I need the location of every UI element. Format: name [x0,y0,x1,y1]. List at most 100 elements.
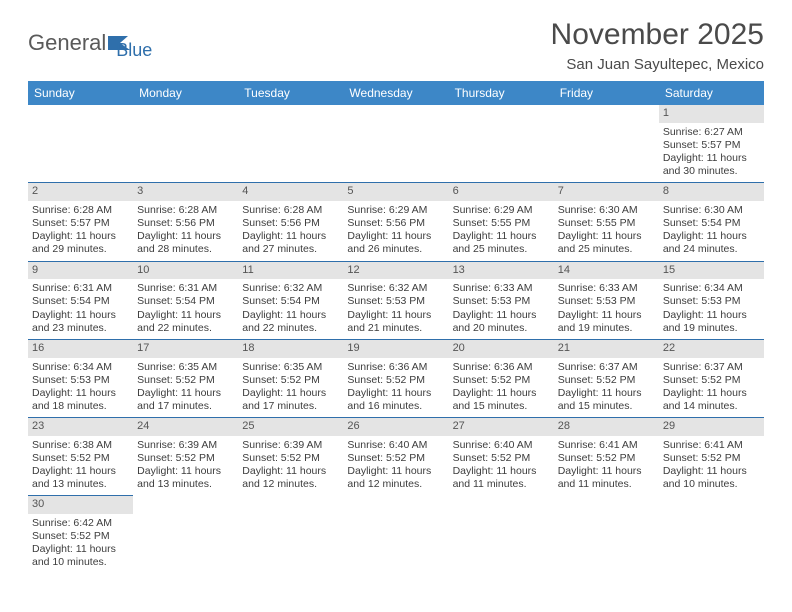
weekday-header: Tuesday [238,81,343,105]
day-sunrise: Sunrise: 6:30 AM [663,204,760,217]
day-day2: and 12 minutes. [347,478,444,491]
calendar-body: 1Sunrise: 6:27 AMSunset: 5:57 PMDaylight… [28,105,764,574]
day-info: Sunrise: 6:29 AMSunset: 5:56 PMDaylight:… [343,201,448,261]
day-number: 6 [449,182,554,201]
day-number: 18 [238,339,343,358]
day-day1: Daylight: 11 hours [347,309,444,322]
day-info: Sunrise: 6:42 AMSunset: 5:52 PMDaylight:… [28,514,133,574]
day-sunrise: Sunrise: 6:40 AM [453,439,550,452]
day-sunset: Sunset: 5:52 PM [453,374,550,387]
day-day2: and 21 minutes. [347,322,444,335]
day-sunrise: Sunrise: 6:32 AM [242,282,339,295]
calendar-cell: 19Sunrise: 6:36 AMSunset: 5:52 PMDayligh… [343,339,448,417]
day-day2: and 16 minutes. [347,400,444,413]
day-day2: and 11 minutes. [453,478,550,491]
day-day1: Daylight: 11 hours [558,387,655,400]
calendar-cell: 2Sunrise: 6:28 AMSunset: 5:57 PMDaylight… [28,182,133,260]
day-sunrise: Sunrise: 6:35 AM [242,361,339,374]
day-sunrise: Sunrise: 6:34 AM [32,361,129,374]
day-info: Sunrise: 6:33 AMSunset: 5:53 PMDaylight:… [554,279,659,339]
day-number: 25 [238,417,343,436]
day-sunrise: Sunrise: 6:33 AM [453,282,550,295]
day-day2: and 30 minutes. [663,165,760,178]
weekday-header: Saturday [659,81,764,105]
day-number: 14 [554,261,659,280]
day-sunset: Sunset: 5:57 PM [32,217,129,230]
day-sunrise: Sunrise: 6:31 AM [137,282,234,295]
day-number: 4 [238,182,343,201]
calendar-cell [28,105,133,182]
day-sunrise: Sunrise: 6:33 AM [558,282,655,295]
calendar-cell [343,495,448,573]
calendar-cell: 12Sunrise: 6:32 AMSunset: 5:53 PMDayligh… [343,261,448,339]
day-day2: and 17 minutes. [137,400,234,413]
day-sunset: Sunset: 5:53 PM [347,295,444,308]
day-sunrise: Sunrise: 6:27 AM [663,126,760,139]
day-number: 8 [659,182,764,201]
day-sunrise: Sunrise: 6:28 AM [242,204,339,217]
day-sunset: Sunset: 5:54 PM [32,295,129,308]
calendar-cell [449,105,554,182]
day-day1: Daylight: 11 hours [32,309,129,322]
calendar-cell [554,105,659,182]
day-info: Sunrise: 6:36 AMSunset: 5:52 PMDaylight:… [449,358,554,418]
day-number: 26 [343,417,448,436]
calendar-cell: 15Sunrise: 6:34 AMSunset: 5:53 PMDayligh… [659,261,764,339]
day-info: Sunrise: 6:41 AMSunset: 5:52 PMDaylight:… [659,436,764,496]
day-sunrise: Sunrise: 6:34 AM [663,282,760,295]
day-day1: Daylight: 11 hours [242,230,339,243]
calendar-row: 23Sunrise: 6:38 AMSunset: 5:52 PMDayligh… [28,417,764,495]
day-day1: Daylight: 11 hours [137,465,234,478]
day-day1: Daylight: 11 hours [558,230,655,243]
day-sunrise: Sunrise: 6:36 AM [453,361,550,374]
day-number: 11 [238,261,343,280]
calendar-cell: 26Sunrise: 6:40 AMSunset: 5:52 PMDayligh… [343,417,448,495]
calendar-row: 2Sunrise: 6:28 AMSunset: 5:57 PMDaylight… [28,182,764,260]
day-sunrise: Sunrise: 6:41 AM [663,439,760,452]
calendar-cell [554,495,659,573]
day-day2: and 18 minutes. [32,400,129,413]
day-day1: Daylight: 11 hours [32,387,129,400]
day-number: 2 [28,182,133,201]
day-info: Sunrise: 6:36 AMSunset: 5:52 PMDaylight:… [343,358,448,418]
calendar-cell [133,105,238,182]
day-sunset: Sunset: 5:52 PM [663,452,760,465]
day-day1: Daylight: 11 hours [558,309,655,322]
day-day2: and 10 minutes. [32,556,129,569]
calendar-cell: 18Sunrise: 6:35 AMSunset: 5:52 PMDayligh… [238,339,343,417]
calendar-cell: 27Sunrise: 6:40 AMSunset: 5:52 PMDayligh… [449,417,554,495]
day-sunset: Sunset: 5:53 PM [663,295,760,308]
day-sunset: Sunset: 5:56 PM [137,217,234,230]
weekday-header-row: Sunday Monday Tuesday Wednesday Thursday… [28,81,764,105]
day-day1: Daylight: 11 hours [242,387,339,400]
day-number: 29 [659,417,764,436]
calendar-cell: 21Sunrise: 6:37 AMSunset: 5:52 PMDayligh… [554,339,659,417]
calendar-cell: 29Sunrise: 6:41 AMSunset: 5:52 PMDayligh… [659,417,764,495]
day-number: 23 [28,417,133,436]
day-day1: Daylight: 11 hours [242,309,339,322]
day-sunset: Sunset: 5:54 PM [137,295,234,308]
calendar-cell: 23Sunrise: 6:38 AMSunset: 5:52 PMDayligh… [28,417,133,495]
day-sunset: Sunset: 5:53 PM [32,374,129,387]
day-number: 30 [28,495,133,514]
calendar-cell: 5Sunrise: 6:29 AMSunset: 5:56 PMDaylight… [343,182,448,260]
calendar-cell [238,495,343,573]
day-day1: Daylight: 11 hours [347,465,444,478]
day-sunrise: Sunrise: 6:28 AM [32,204,129,217]
day-sunrise: Sunrise: 6:29 AM [453,204,550,217]
day-sunset: Sunset: 5:53 PM [558,295,655,308]
day-sunset: Sunset: 5:52 PM [558,452,655,465]
calendar-cell: 30Sunrise: 6:42 AMSunset: 5:52 PMDayligh… [28,495,133,573]
day-number: 27 [449,417,554,436]
day-number: 5 [343,182,448,201]
day-info: Sunrise: 6:34 AMSunset: 5:53 PMDaylight:… [28,358,133,418]
day-sunrise: Sunrise: 6:39 AM [242,439,339,452]
day-sunset: Sunset: 5:52 PM [137,374,234,387]
day-number: 20 [449,339,554,358]
day-day2: and 17 minutes. [242,400,339,413]
day-sunset: Sunset: 5:54 PM [242,295,339,308]
day-number: 9 [28,261,133,280]
day-day2: and 14 minutes. [663,400,760,413]
calendar-cell: 6Sunrise: 6:29 AMSunset: 5:55 PMDaylight… [449,182,554,260]
day-info: Sunrise: 6:33 AMSunset: 5:53 PMDaylight:… [449,279,554,339]
